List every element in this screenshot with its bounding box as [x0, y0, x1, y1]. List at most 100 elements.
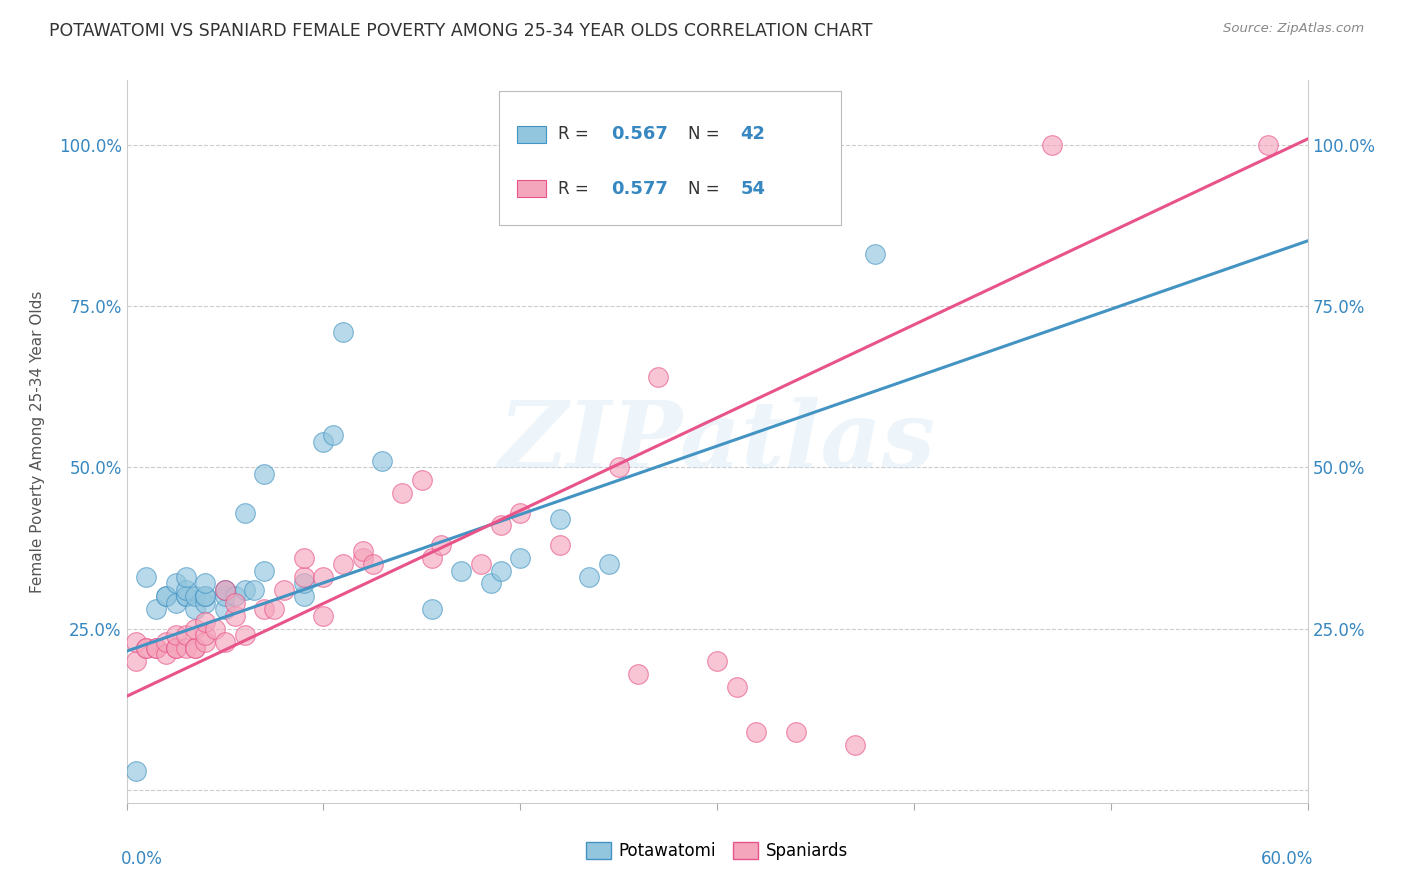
Point [214, 634, 236, 648]
Point [312, 434, 335, 449]
Point [174, 590, 197, 604]
Point [145, 602, 167, 616]
Point [361, 557, 384, 571]
Point [725, 680, 748, 694]
Point [352, 544, 374, 558]
Point [420, 602, 443, 616]
Point [548, 538, 571, 552]
Point [214, 582, 236, 597]
Point [233, 582, 256, 597]
Point [745, 724, 768, 739]
Point [292, 570, 315, 584]
Point [233, 506, 256, 520]
Point [470, 557, 492, 571]
Legend: Potawatomi, Spaniards: Potawatomi, Spaniards [579, 835, 855, 867]
Point [155, 590, 177, 604]
Point [165, 576, 187, 591]
Point [253, 467, 276, 481]
Point [184, 602, 207, 616]
Point [844, 738, 866, 752]
Text: 60.0%: 60.0% [1261, 850, 1313, 868]
Text: 54: 54 [741, 179, 766, 198]
Point [253, 564, 276, 578]
Point [1040, 137, 1063, 152]
Point [263, 602, 285, 616]
Point [155, 648, 177, 662]
Point [125, 634, 148, 648]
Point [224, 596, 246, 610]
Point [450, 564, 472, 578]
Point [184, 622, 207, 636]
Point [194, 628, 217, 642]
Point [174, 570, 197, 584]
Text: 0.567: 0.567 [610, 126, 668, 144]
Point [174, 590, 197, 604]
Point [332, 557, 354, 571]
Point [214, 590, 236, 604]
Point [174, 628, 197, 642]
Point [598, 557, 620, 571]
Point [194, 634, 217, 648]
Point [194, 590, 217, 604]
Point [647, 370, 669, 384]
Point [312, 608, 335, 623]
Point [214, 602, 236, 616]
Point [627, 666, 650, 681]
Point [420, 550, 443, 565]
Point [322, 428, 344, 442]
Point [411, 473, 433, 487]
Point [352, 550, 374, 565]
Point [184, 640, 207, 655]
Point [292, 590, 315, 604]
Text: N =: N = [688, 179, 724, 198]
Point [155, 634, 177, 648]
Point [578, 570, 600, 584]
Text: 0.577: 0.577 [610, 179, 668, 198]
Point [194, 576, 217, 591]
Point [292, 550, 315, 565]
Point [607, 460, 630, 475]
Point [489, 518, 512, 533]
Point [204, 622, 226, 636]
Point [125, 764, 148, 778]
FancyBboxPatch shape [517, 180, 546, 197]
Point [125, 654, 148, 668]
Text: ZIPatlas: ZIPatlas [499, 397, 935, 486]
Text: 42: 42 [741, 126, 766, 144]
Point [194, 615, 217, 630]
Text: POTAWATOMI VS SPANIARD FEMALE POVERTY AMONG 25-34 YEAR OLDS CORRELATION CHART: POTAWATOMI VS SPANIARD FEMALE POVERTY AM… [49, 22, 873, 40]
Point [489, 564, 512, 578]
Point [224, 608, 246, 623]
Point [165, 628, 187, 642]
Text: R =: R = [558, 126, 593, 144]
Point [174, 582, 197, 597]
Point [165, 596, 187, 610]
Point [479, 576, 502, 591]
Point [194, 590, 217, 604]
Point [332, 325, 354, 339]
Point [509, 506, 531, 520]
Point [1257, 137, 1279, 152]
Point [184, 590, 207, 604]
Point [243, 582, 266, 597]
Point [184, 640, 207, 655]
Point [253, 602, 276, 616]
Point [371, 454, 394, 468]
Point [391, 486, 413, 500]
FancyBboxPatch shape [499, 91, 841, 225]
Point [548, 512, 571, 526]
Point [785, 724, 807, 739]
Y-axis label: Female Poverty Among 25-34 Year Olds: Female Poverty Among 25-34 Year Olds [30, 291, 45, 592]
Point [145, 640, 167, 655]
Point [863, 247, 886, 261]
Text: 0.0%: 0.0% [121, 850, 163, 868]
Point [135, 640, 157, 655]
Point [224, 590, 246, 604]
Text: Source: ZipAtlas.com: Source: ZipAtlas.com [1223, 22, 1364, 36]
Point [430, 538, 453, 552]
Point [292, 576, 315, 591]
FancyBboxPatch shape [517, 126, 546, 143]
Point [145, 640, 167, 655]
Point [233, 628, 256, 642]
Point [135, 570, 157, 584]
